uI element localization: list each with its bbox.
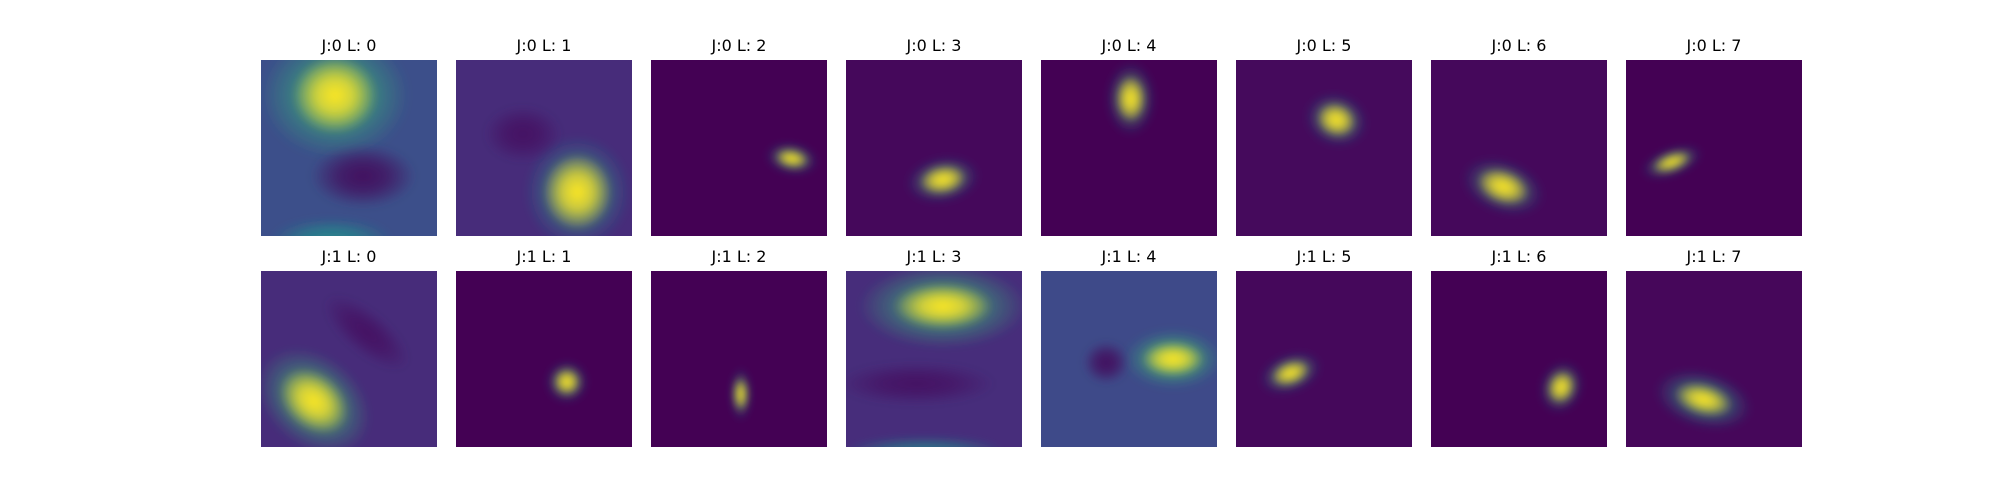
heatmap-blob [1546, 369, 1576, 405]
heatmap-blob [292, 60, 378, 134]
panel-title: J:1 L: 5 [1296, 247, 1352, 266]
heatmap-panel: J:0 L: 7 [1626, 36, 1802, 236]
heatmap-field [1260, 351, 1322, 395]
panel-title: J:0 L: 5 [1296, 36, 1352, 55]
heatmap-field [484, 105, 631, 236]
heatmap-blob [279, 368, 349, 435]
heatmap-blob [484, 105, 562, 163]
heatmap-blob [1651, 151, 1692, 174]
heatmap-panel: J:0 L: 3 [846, 36, 1022, 236]
heatmap-blob [552, 367, 581, 396]
panel-title: J:1 L: 4 [1101, 247, 1157, 266]
heatmap-panel: J:0 L: 5 [1236, 36, 1412, 236]
heatmap-blob [1114, 74, 1147, 124]
heatmap-field [906, 156, 980, 204]
heatmap-blob [310, 144, 416, 208]
heatmap-panel: J:1 L: 0 [261, 247, 437, 447]
heatmap-field [1641, 144, 1702, 180]
panel-title: J:0 L: 4 [1101, 36, 1157, 55]
heatmap-field [261, 60, 416, 236]
heatmap-blob [918, 164, 968, 196]
heatmap-grid: J:0 L: 0 J:0 L: 1 J:0 L: 2 J:0 L: 3 J:0 L: 4… [261, 36, 1802, 447]
heatmap-blob [846, 362, 996, 405]
heatmap-blob [1315, 101, 1358, 138]
heatmap-panel: J:1 L: 2 [651, 247, 827, 447]
panel-title: J:0 L: 3 [906, 36, 962, 55]
heatmap-field [1539, 361, 1584, 413]
heatmap-panel: J:1 L: 5 [1236, 247, 1412, 447]
heatmap-field [1655, 369, 1752, 430]
heatmap-field [765, 142, 818, 175]
heatmap-panel: J:1 L: 6 [1431, 247, 1607, 447]
panel-title: J:1 L: 7 [1686, 247, 1742, 266]
heatmap-blob [1476, 167, 1531, 206]
panel-title: J:1 L: 6 [1491, 247, 1547, 266]
heatmap-background [846, 60, 1022, 236]
heatmap-blob [323, 295, 410, 371]
heatmap-panel: J:0 L: 6 [1431, 36, 1607, 236]
heatmap-field [846, 271, 1022, 447]
panel-title: J:1 L: 3 [906, 247, 962, 266]
heatmap-blob [1674, 382, 1733, 417]
heatmap-panel: J:0 L: 0 [261, 36, 437, 236]
heatmap-blob [542, 153, 613, 231]
heatmap-panel: J:1 L: 3 [846, 247, 1022, 447]
panel-title: J:0 L: 1 [516, 36, 572, 55]
panel-title: J:0 L: 2 [711, 36, 767, 55]
heatmap-background [456, 271, 632, 447]
panel-title: J:1 L: 1 [516, 247, 572, 266]
panel-title: J:0 L: 6 [1491, 36, 1547, 55]
heatmap-blob [272, 218, 391, 236]
panel-title: J:0 L: 7 [1686, 36, 1742, 55]
panel-title: J:1 L: 2 [711, 247, 767, 266]
heatmap-blob [848, 436, 1002, 447]
heatmap-panel: J:0 L: 2 [651, 36, 827, 236]
heatmap-blob [1270, 359, 1311, 387]
heatmap-blob [733, 376, 748, 412]
heatmap-background [1431, 271, 1607, 447]
heatmap-blob [774, 148, 810, 169]
heatmap-field [1462, 158, 1544, 216]
heatmap-background [1236, 60, 1412, 236]
heatmap-panel: J:0 L: 1 [456, 36, 632, 236]
heatmap-field [261, 295, 410, 447]
heatmap-panel: J:1 L: 1 [456, 247, 632, 447]
heatmap-blob [893, 283, 993, 330]
heatmap-background [1626, 60, 1802, 236]
heatmap-field [1305, 92, 1368, 147]
heatmap-background [1236, 271, 1412, 447]
heatmap-field [1106, 61, 1156, 136]
heatmap-field [545, 360, 588, 403]
heatmap-field [1083, 329, 1217, 389]
heatmap-background [651, 271, 827, 447]
panel-title: J:0 L: 0 [321, 36, 377, 55]
heatmap-panel: J:0 L: 4 [1041, 36, 1217, 236]
heatmap-panel: J:1 L: 7 [1626, 247, 1802, 447]
heatmap-field [730, 367, 752, 421]
heatmap-panel: J:1 L: 4 [1041, 247, 1217, 447]
heatmap-blob [1083, 341, 1129, 384]
heatmap-blob [1141, 341, 1205, 377]
panel-title: J:1 L: 0 [321, 247, 377, 266]
